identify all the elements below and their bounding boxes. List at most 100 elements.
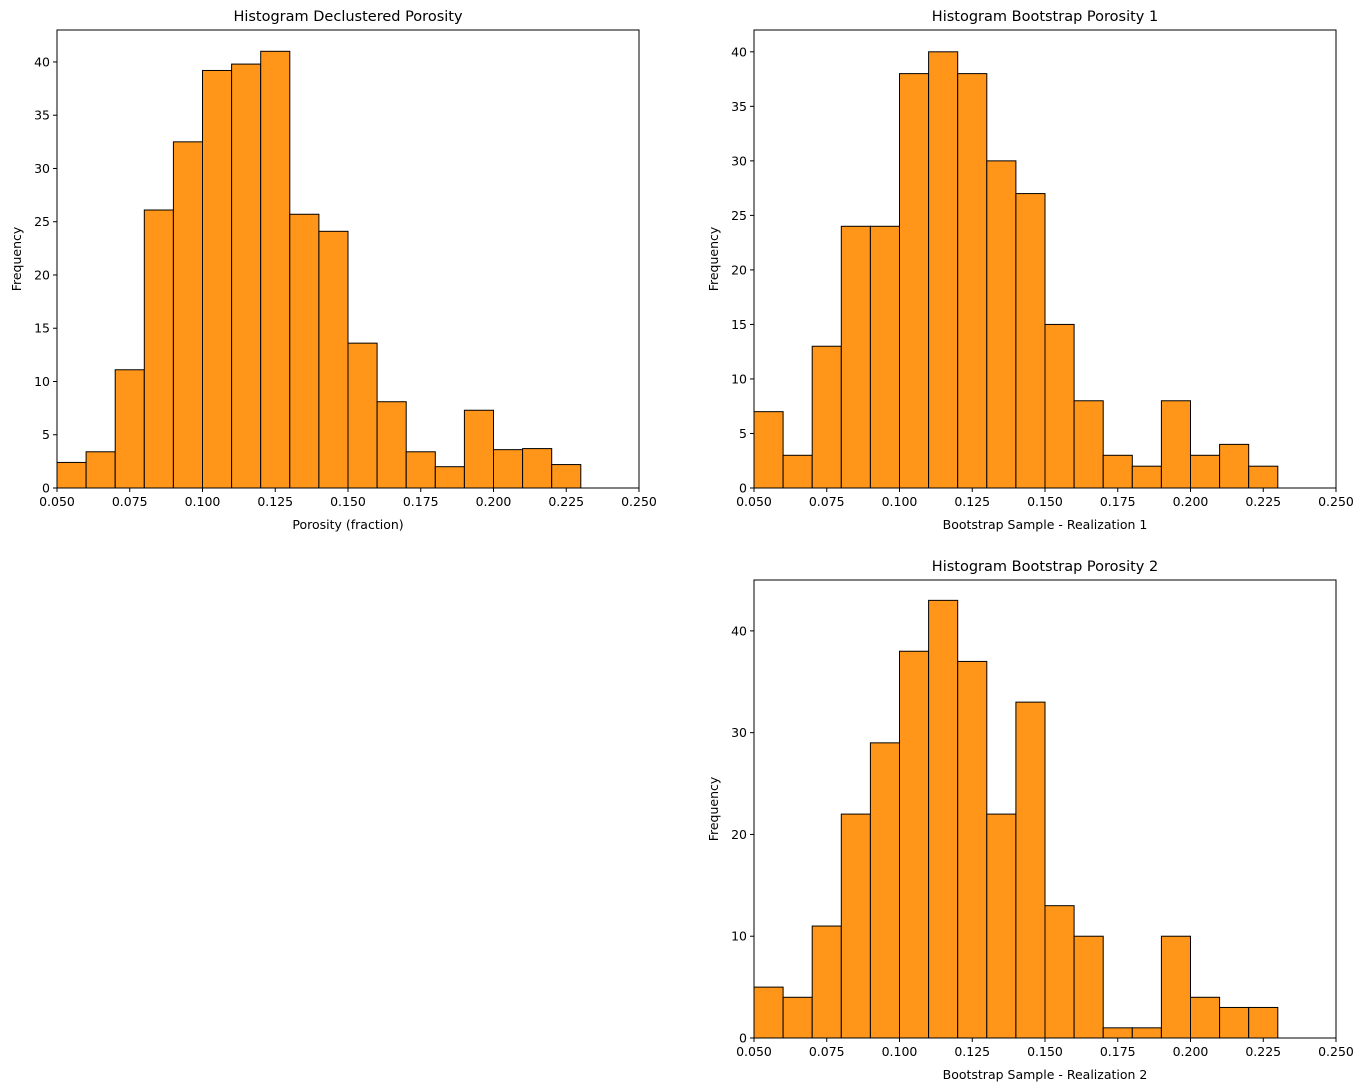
x-tick-label: 0.125 xyxy=(257,494,293,509)
x-tick-label: 0.175 xyxy=(403,494,439,509)
x-tick-label: 0.100 xyxy=(882,1044,918,1059)
bar xyxy=(869,742,901,1039)
x-tick-label: 0.200 xyxy=(1173,494,1209,509)
bar xyxy=(1219,443,1250,489)
bar xyxy=(1131,1027,1162,1039)
chart-1: 0.050 0.075 0.100 0.125 0.150 0.175 0.200 0.225… xyxy=(9,9,657,532)
y-tick-label: 35 xyxy=(731,99,747,114)
y-tick-label: 30 xyxy=(731,153,747,168)
bar xyxy=(405,451,436,489)
bar xyxy=(811,345,842,489)
x-tick-label: 0.250 xyxy=(621,494,657,509)
bar xyxy=(1190,996,1221,1039)
bar xyxy=(782,454,813,489)
bar xyxy=(376,401,407,489)
bar xyxy=(1190,454,1221,489)
chart-title: Histogram Bootstrap Porosity 1 xyxy=(932,9,1158,25)
y-tick-label: 30 xyxy=(34,161,50,176)
x-tick-label: 0.075 xyxy=(809,1044,845,1059)
bar xyxy=(1131,465,1162,489)
y-tick-label: 0 xyxy=(42,481,50,496)
y-tick-label: 10 xyxy=(731,929,747,944)
chart-title: Histogram Declustered Porosity xyxy=(233,9,463,25)
x-tick-label: 0.050 xyxy=(736,494,772,509)
x-tick-label: 0.100 xyxy=(882,494,918,509)
bar xyxy=(1248,1006,1279,1039)
y-tick-label: 15 xyxy=(34,321,50,336)
bar xyxy=(869,225,901,489)
bar xyxy=(1160,935,1192,1039)
bar xyxy=(347,342,378,489)
chart-3: 0.050 0.075 0.100 0.125 0.150 0.175 0.200 0.225… xyxy=(706,559,1354,1082)
bar xyxy=(463,409,494,489)
bar xyxy=(899,73,930,489)
bar xyxy=(143,209,174,489)
x-tick-label: 0.225 xyxy=(1245,494,1281,509)
x-tick-label: 0.050 xyxy=(736,1044,772,1059)
bar xyxy=(753,411,784,489)
chart-2: 0.050 0.075 0.100 0.125 0.150 0.175 0.200 0.225… xyxy=(706,9,1354,532)
x-axis-label: Bootstrap Sample - Realization 2 xyxy=(943,1067,1148,1082)
bar xyxy=(231,63,262,489)
y-tick-label: 5 xyxy=(739,426,747,441)
bar xyxy=(986,160,1017,489)
y-axis-label: Frequency xyxy=(706,776,721,841)
bar xyxy=(753,986,784,1039)
y-tick-label: 30 xyxy=(731,725,747,740)
bar xyxy=(1044,323,1075,489)
bar xyxy=(928,51,959,489)
bar xyxy=(1160,400,1192,489)
bar xyxy=(1248,465,1279,489)
bar xyxy=(986,813,1017,1039)
x-tick-label: 0.200 xyxy=(1173,1044,1209,1059)
bar xyxy=(840,225,871,489)
x-tick-label: 0.150 xyxy=(1027,1044,1063,1059)
y-axis-label: Frequency xyxy=(9,226,24,291)
bar xyxy=(289,213,320,489)
x-tick-label: 0.100 xyxy=(185,494,221,509)
x-tick-label: 0.225 xyxy=(1245,1044,1281,1059)
bar xyxy=(1073,400,1104,489)
bar xyxy=(811,925,842,1039)
y-tick-label: 40 xyxy=(731,623,747,638)
bar xyxy=(202,69,233,489)
y-tick-label: 0 xyxy=(739,1031,747,1046)
bar xyxy=(114,369,145,489)
bar xyxy=(85,451,116,489)
x-tick-label: 0.250 xyxy=(1318,494,1354,509)
y-tick-label: 35 xyxy=(34,108,50,123)
bar xyxy=(1219,1006,1250,1039)
x-axis-label: Bootstrap Sample - Realization 1 xyxy=(943,517,1148,532)
y-tick-label: 40 xyxy=(34,54,50,69)
bar xyxy=(957,73,988,489)
bar xyxy=(318,230,349,489)
bar xyxy=(551,464,582,489)
bar xyxy=(1015,701,1046,1039)
x-tick-label: 0.150 xyxy=(1027,494,1063,509)
x-axis-label: Porosity (fraction) xyxy=(292,517,403,532)
chart-title: Histogram Bootstrap Porosity 2 xyxy=(932,559,1158,575)
x-tick-label: 0.075 xyxy=(809,494,845,509)
x-tick-label: 0.175 xyxy=(1100,494,1136,509)
y-tick-label: 20 xyxy=(731,262,747,277)
bar xyxy=(1102,1027,1133,1039)
bar xyxy=(782,996,813,1039)
bar xyxy=(1015,193,1046,489)
bar xyxy=(172,141,203,489)
bar xyxy=(434,466,465,489)
bar xyxy=(899,650,930,1039)
y-tick-label: 25 xyxy=(34,214,50,229)
y-tick-label: 5 xyxy=(42,427,50,442)
bar xyxy=(1044,905,1075,1039)
x-tick-label: 0.125 xyxy=(954,1044,990,1059)
bar xyxy=(260,50,291,489)
bar xyxy=(840,813,871,1039)
bar xyxy=(1102,454,1133,489)
x-tick-label: 0.150 xyxy=(330,494,366,509)
bar xyxy=(522,448,553,489)
x-tick-label: 0.075 xyxy=(112,494,148,509)
y-tick-label: 10 xyxy=(34,374,50,389)
bar xyxy=(493,449,524,489)
y-tick-label: 20 xyxy=(731,827,747,842)
